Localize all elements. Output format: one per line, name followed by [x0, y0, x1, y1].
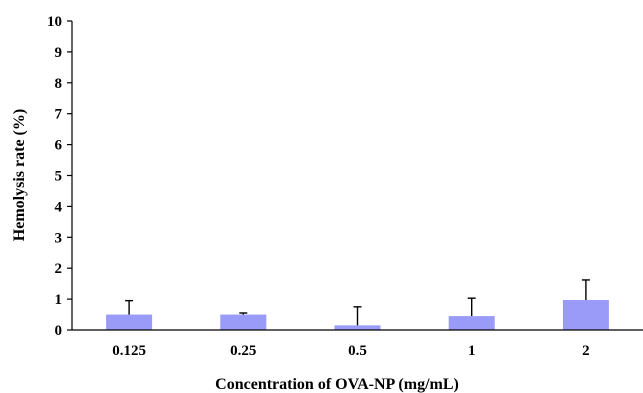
y-tick-label: 10: [47, 14, 62, 30]
x-tick-label: 0.5: [348, 343, 367, 359]
x-tick-label: 1: [468, 343, 476, 359]
error-bars-group: [125, 279, 590, 326]
y-tick-label: 3: [55, 230, 63, 246]
bars-group: [106, 300, 609, 330]
y-tick-label: 0: [55, 323, 63, 339]
bar-0.5: [334, 325, 381, 330]
y-tick-label: 7: [55, 107, 63, 123]
y-tick-label: 4: [55, 199, 63, 215]
y-tick-label: 8: [55, 76, 63, 92]
x-tick-label: 0.25: [230, 343, 256, 359]
bar-0.25: [220, 314, 267, 330]
y-tick-label: 2: [55, 261, 63, 277]
x-tick-label: 0.125: [112, 343, 146, 359]
y-axis-label: Hemolysis rate (%): [11, 109, 28, 241]
y-axis-ticks: 0 1 2 3 4 5 6 7 8 9 10: [47, 14, 72, 339]
bar-2: [562, 300, 609, 330]
y-tick-label: 5: [55, 169, 63, 185]
x-axis-label: Concentration of OVA-NP (mg/mL): [215, 376, 459, 393]
x-axis-tick-labels: 0.125 0.25 0.5 1 2: [112, 343, 589, 359]
x-tick-label: 2: [582, 343, 590, 359]
y-tick-label: 6: [55, 138, 63, 154]
bar-0.125: [106, 314, 153, 330]
y-tick-label: 1: [55, 292, 63, 308]
bar-1: [448, 316, 495, 330]
y-tick-label: 9: [55, 45, 63, 61]
